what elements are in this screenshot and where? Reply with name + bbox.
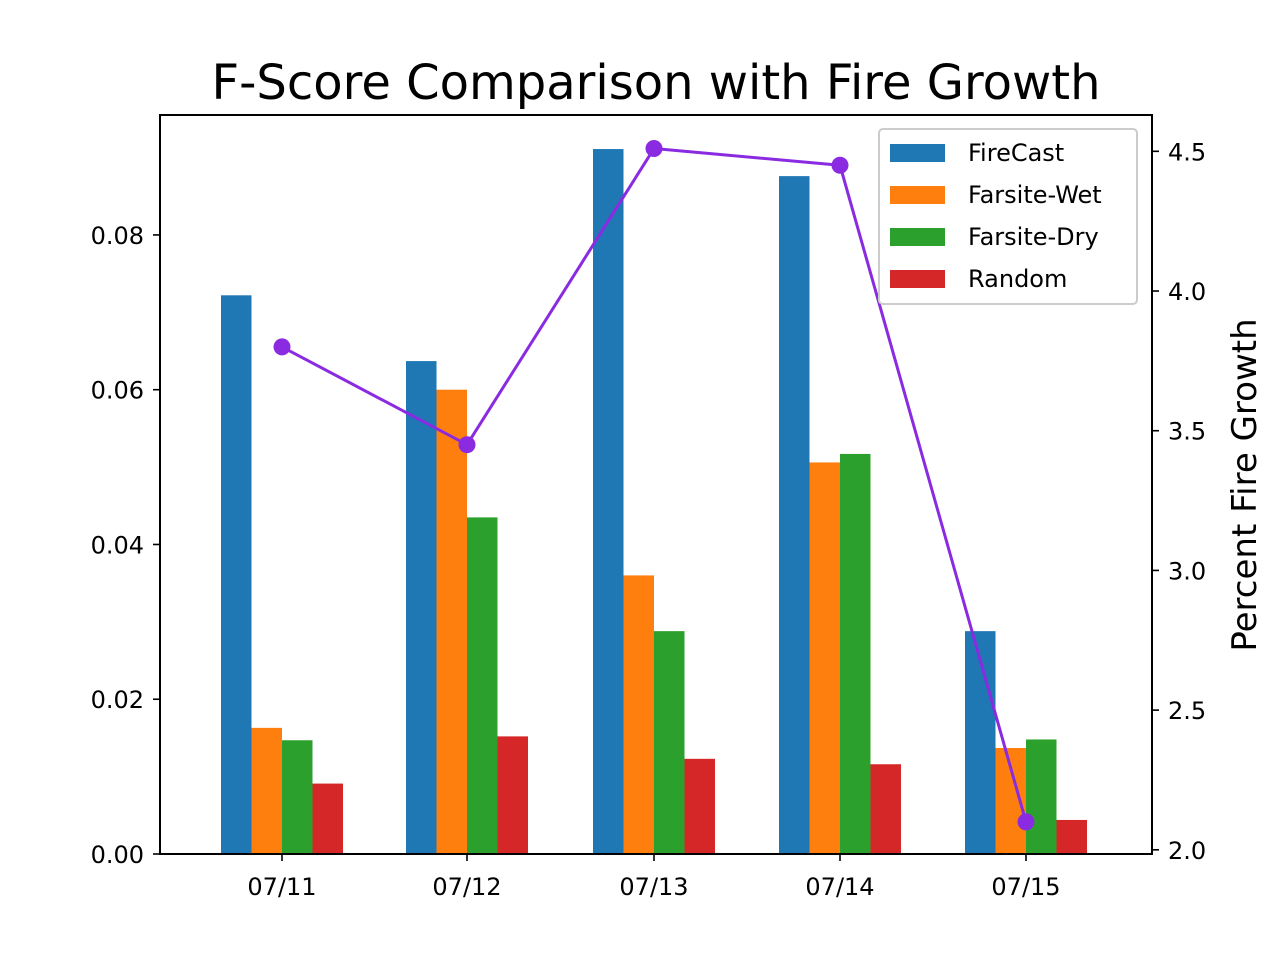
- x-axis-ticks: 07/11 07/12 07/13 07/14 07/15: [247, 854, 1061, 901]
- left-y-axis-ticks: 0.00 0.02 0.04 0.06 0.08: [91, 222, 160, 869]
- x-tick-label-07-11: 07/11: [247, 873, 316, 901]
- x-tick-label-07-14: 07/14: [805, 873, 874, 901]
- x-tick-label-07-12: 07/12: [432, 873, 501, 901]
- legend-label-farsite-wet: Farsite-Wet: [968, 181, 1102, 209]
- left-y-tick-label-4: 0.08: [91, 222, 144, 250]
- bar-farsite-wet-07-12: [436, 389, 467, 854]
- legend-swatch-farsite-wet: [890, 186, 945, 204]
- legend-label-firecast: FireCast: [968, 139, 1064, 167]
- right-y-tick-label-5: 4.5: [1168, 138, 1206, 166]
- right-y-axis-label: Percent Fire Growth: [1225, 318, 1265, 651]
- legend-box: [878, 128, 1138, 305]
- fire-growth-line-layer: [273, 140, 1035, 831]
- bar-random-07-11: [312, 783, 343, 854]
- bar-farsite-dry-07-11: [282, 740, 313, 854]
- bar-farsite-wet-07-11: [251, 727, 282, 854]
- legend: FireCast Farsite-Wet Farsite-Dry Random: [878, 128, 1138, 305]
- bar-farsite-wet-07-13: [623, 575, 654, 854]
- bar-farsite-dry-07-13: [654, 631, 685, 854]
- left-y-tick-label-0: 0.00: [91, 841, 144, 869]
- bar-farsite-dry-07-12: [467, 517, 498, 854]
- bar-random-07-14: [870, 764, 901, 854]
- bar-firecast-07-13: [593, 149, 624, 855]
- chart-title: F-Score Comparison with Fire Growth: [211, 55, 1100, 111]
- fire-growth-point-07-14: [831, 156, 849, 174]
- right-y-tick-label-2: 3.0: [1168, 557, 1206, 585]
- fire-growth-point-07-12: [458, 436, 476, 454]
- bar-firecast-07-11: [221, 295, 252, 854]
- bar-random-07-15: [1056, 819, 1087, 854]
- left-y-tick-label-2: 0.04: [91, 531, 144, 559]
- bar-random-07-12: [497, 736, 528, 854]
- bar-firecast-07-14: [779, 176, 810, 854]
- bar-firecast-07-12: [406, 361, 437, 854]
- right-y-axis-ticks: 2.0 2.5 3.0 3.5 4.0 4.5: [1152, 138, 1206, 865]
- bar-farsite-dry-07-15: [1026, 739, 1057, 854]
- fire-growth-point-07-15: [1017, 813, 1035, 831]
- fire-growth-point-07-13: [645, 140, 663, 158]
- right-y-tick-label-3: 3.5: [1168, 418, 1206, 446]
- legend-swatch-farsite-dry: [890, 228, 945, 246]
- bar-farsite-wet-07-14: [809, 462, 840, 854]
- right-y-tick-label-1: 2.5: [1168, 697, 1206, 725]
- bar-farsite-dry-07-14: [840, 453, 871, 854]
- legend-label-random: Random: [968, 265, 1067, 293]
- plot-frame: [159, 114, 1153, 855]
- bar-firecast-07-15: [965, 631, 996, 854]
- legend-label-farsite-dry: Farsite-Dry: [968, 223, 1099, 251]
- legend-swatch-random: [890, 270, 945, 288]
- x-tick-label-07-13: 07/13: [619, 873, 688, 901]
- fire-growth-point-07-11: [273, 338, 291, 356]
- x-tick-label-07-15: 07/15: [991, 873, 1060, 901]
- legend-swatch-firecast: [890, 144, 945, 162]
- left-y-tick-label-1: 0.02: [91, 686, 144, 714]
- right-y-tick-label-0: 2.0: [1168, 837, 1206, 865]
- bar-random-07-13: [684, 758, 715, 854]
- bars-layer: [221, 149, 1087, 855]
- right-y-tick-label-4: 4.0: [1168, 278, 1206, 306]
- left-y-tick-label-3: 0.06: [91, 377, 144, 405]
